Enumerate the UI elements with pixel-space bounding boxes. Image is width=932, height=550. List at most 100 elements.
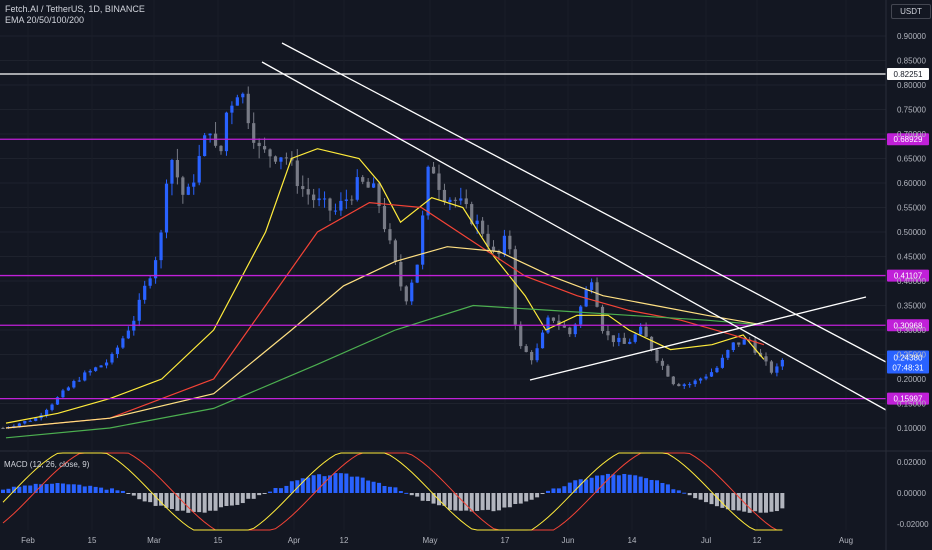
y-tick-label: 0.85000 — [897, 57, 926, 66]
macd-histogram-bar — [306, 477, 311, 493]
candle-body — [590, 282, 594, 290]
candle-body — [704, 376, 708, 379]
macd-histogram-bar — [644, 478, 649, 493]
grid — [0, 35, 932, 452]
y-tick-label: 0.55000 — [897, 204, 926, 213]
macd-histogram-bar — [709, 493, 714, 505]
x-tick-label: Mar — [147, 536, 161, 545]
candle-body — [557, 320, 561, 325]
macd-legend: MACD (12, 26, close, 9) — [4, 460, 90, 469]
candle-body — [306, 189, 310, 195]
candle-body — [126, 330, 130, 339]
y-tick-label: 0.70000 — [897, 130, 926, 139]
candle-body — [688, 384, 692, 386]
macd-histogram-bar — [104, 489, 109, 493]
macd-histogram-bar — [88, 485, 93, 493]
x-tick-label: Jun — [562, 536, 575, 545]
macd-histogram-bar — [175, 493, 180, 511]
macd-histogram-bar — [535, 493, 540, 498]
x-tick-label: Feb — [21, 536, 35, 545]
macd-histogram-bar — [208, 493, 213, 511]
y-tick-label: 0.15000 — [897, 400, 926, 409]
macd-histogram-bar — [524, 493, 529, 502]
candle-body — [677, 384, 681, 387]
macd-histogram-bar — [153, 493, 158, 506]
macd-histogram-bar — [77, 484, 82, 493]
macd-histogram-bar — [333, 473, 338, 493]
macd-histogram-bar — [295, 480, 300, 493]
macd-histogram-bar — [589, 477, 594, 493]
candle-body — [34, 418, 38, 421]
candle-body — [121, 338, 125, 348]
candle-body — [312, 194, 316, 201]
macd-histogram-bar — [278, 488, 283, 493]
candle-body — [279, 157, 283, 162]
macd-histogram-bar — [22, 485, 27, 493]
candle-body — [731, 342, 735, 351]
currency-selector[interactable]: USDT — [891, 4, 931, 19]
candle-body — [715, 367, 719, 373]
candle-body — [399, 261, 403, 287]
price-axis[interactable]: 0.90000 0.85000 0.80000 0.75000 0.70000 0.650… — [885, 0, 929, 550]
macd-histogram-bar — [442, 493, 447, 506]
level-tag — [887, 133, 929, 146]
macd-histogram-bar — [355, 476, 360, 493]
candle-body — [388, 229, 392, 241]
macd-histogram-bar — [93, 486, 98, 493]
macd-histogram-bar — [191, 493, 196, 512]
macd-histogram-bar — [344, 473, 349, 493]
x-tick-label: May — [422, 536, 437, 545]
macd-histogram-bar — [404, 492, 409, 494]
macd-histogram-bar — [197, 493, 202, 513]
candle-body — [573, 324, 577, 335]
candle-body — [410, 282, 414, 302]
macd-histogram-bar — [551, 488, 556, 493]
candle-body — [671, 376, 675, 385]
candle-body — [470, 204, 474, 225]
candle-body — [317, 198, 321, 201]
candle-body — [181, 177, 185, 195]
candle-body — [453, 199, 457, 201]
macd-histogram-bar — [159, 493, 164, 506]
candle-body — [301, 186, 305, 190]
candle-body — [263, 146, 267, 150]
candle-body — [203, 135, 207, 157]
macd-histogram-bar — [453, 493, 458, 511]
macd-histogram-bar — [300, 478, 305, 493]
candle-body — [159, 232, 163, 261]
macd-histogram-bar — [164, 493, 169, 508]
level-label: 0.41107 — [894, 272, 923, 281]
candle-body — [611, 335, 615, 343]
macd-histogram-bar — [671, 489, 676, 493]
macd-histogram-bar — [774, 493, 779, 512]
time-axis[interactable]: Feb 15 Mar 15 Apr 12 May 17 Jun 14 Jul 12 Aug — [21, 536, 853, 545]
candle-body — [333, 210, 338, 212]
macd-histogram-bar — [11, 486, 16, 493]
y-tick-label: 0.50000 — [897, 228, 926, 237]
macd-histogram-bar — [6, 488, 11, 493]
x-tick-label: 17 — [501, 536, 510, 545]
macd-histogram-bar — [676, 490, 681, 493]
candle-body — [764, 356, 768, 362]
x-tick-label: 15 — [88, 536, 97, 545]
candle-body — [23, 421, 27, 424]
candle-body — [437, 173, 441, 190]
candle-body — [186, 186, 190, 195]
y-tick-label: 0.20000 — [897, 375, 926, 384]
y-tick-label: 0.30000 — [897, 326, 926, 335]
macd-histogram-bar — [736, 493, 741, 511]
macd-histogram-bar — [518, 493, 523, 504]
trend-lines — [261, 42, 887, 411]
x-tick-label: Aug — [839, 536, 853, 545]
x-tick-label: Jul — [701, 536, 711, 545]
macd-histogram-bar — [611, 474, 616, 493]
candle-body — [628, 341, 632, 344]
candle-body — [110, 353, 114, 363]
level-label: 0.68929 — [894, 135, 923, 144]
macd-histogram-bar — [600, 475, 605, 493]
x-tick-label: 12 — [753, 536, 762, 545]
candle-body — [459, 198, 463, 201]
candle-body — [17, 423, 21, 427]
macd-histogram-bar — [649, 479, 654, 493]
